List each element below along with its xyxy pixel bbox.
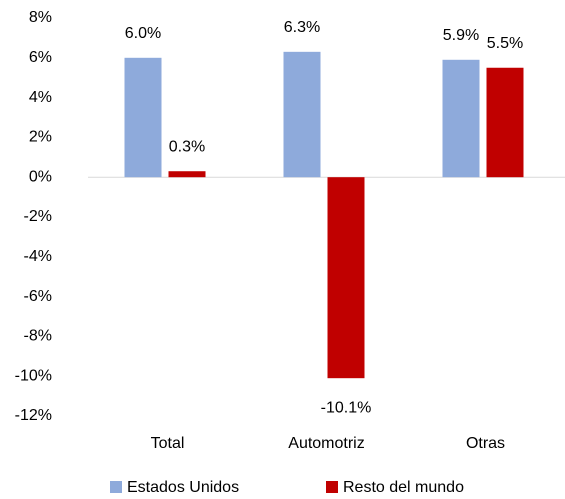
legend-swatch [110, 481, 122, 493]
y-tick-label: 6% [29, 49, 52, 66]
y-tick-label: -10% [15, 367, 52, 384]
y-tick-label: 0% [29, 168, 52, 185]
y-tick-label: 4% [29, 89, 52, 106]
bar [124, 57, 162, 178]
data-label: 5.5% [487, 35, 523, 52]
legend-label: Resto del mundo [343, 479, 464, 496]
legend-swatch [326, 481, 338, 493]
y-tick-label: -12% [15, 407, 52, 424]
y-tick-label: 2% [29, 129, 52, 146]
bar [283, 51, 321, 178]
y-tick-label: -2% [24, 208, 52, 225]
data-label: -10.1% [321, 399, 372, 416]
bar [442, 59, 480, 178]
x-tick-label: Otras [466, 435, 505, 452]
data-label: 5.9% [443, 27, 479, 44]
bar [327, 177, 365, 379]
bar [486, 67, 524, 178]
bar [168, 171, 206, 178]
data-label: 6.3% [284, 19, 320, 36]
data-label: 6.0% [125, 25, 161, 42]
legend-label: Estados Unidos [127, 479, 239, 496]
y-tick-label: -6% [24, 288, 52, 305]
x-tick-label: Automotriz [288, 435, 364, 452]
y-tick-label: -4% [24, 248, 52, 265]
y-tick-label: -8% [24, 328, 52, 345]
data-label: 0.3% [169, 138, 205, 155]
y-tick-label: 8% [29, 9, 52, 26]
x-tick-label: Total [151, 435, 185, 452]
